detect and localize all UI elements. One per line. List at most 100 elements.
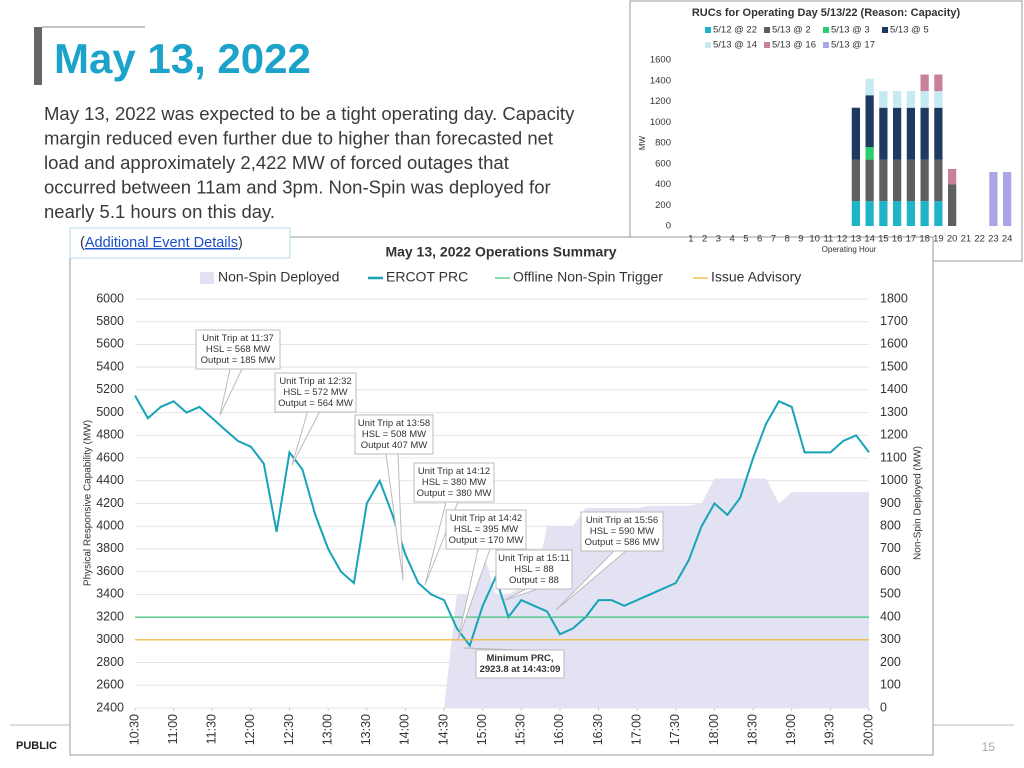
callout-text: HSL = 395 MW [454,524,518,535]
y2-tick-label: 1300 [880,405,908,419]
y-tick-label: 4000 [96,519,124,533]
page-number: 15 [982,740,996,754]
y-tick-label: 3800 [96,541,124,555]
x-tick-label: 6 [757,234,762,245]
y2-tick-label: 1500 [880,359,908,373]
y-tick-label: 1400 [650,75,671,86]
y2-tick-label: 100 [880,678,901,692]
callout-text: Output 407 MW [361,440,428,451]
x-tick-label: 13 [851,234,862,245]
link-box [69,227,291,259]
x-tick-label: 18 [919,234,930,245]
bar-segment [865,147,874,160]
ruc-chart: RUCs for Operating Day 5/13/22 (Reason: … [638,7,1012,254]
bar-segment [989,172,998,226]
x-tick-label: 17:00 [630,714,644,745]
bar-segment [920,107,929,160]
body-line: nearly 5.1 hours on this day. [44,201,275,222]
callout-box [274,372,357,413]
bar-segment [851,159,860,202]
bar-segment [865,95,874,148]
callout-box [195,329,281,370]
y-tick-label: 5000 [96,405,124,419]
callout-box [445,509,527,550]
x-tick-label: 9 [798,234,803,245]
y-tick-label: 4600 [96,450,124,464]
bar-segment [879,91,888,108]
body-line: occurred between 11am and 3pm. Non-Spin … [44,176,551,197]
y-tick-label: 400 [655,179,671,190]
bar-segment [934,74,943,92]
callout-box [475,649,565,679]
callout-text: Unit Trip at 15:56 [586,515,658,526]
y2-tick-label: 400 [880,609,901,623]
y-tick-label: 5400 [96,359,124,373]
y-tick-label: 2800 [96,655,124,669]
x-tick-label: 18:00 [707,714,721,745]
bar-segment [920,201,929,226]
callout-text: Unit Trip at 13:58 [358,418,430,429]
y2-tick-label: 600 [880,564,901,578]
bar-segment [879,159,888,202]
x-tick-label: 13:00 [320,714,334,745]
legend-label: 5/13 @ 17 [831,40,875,51]
y-tick-label: 2400 [96,700,124,714]
x-tick-label: 5 [743,234,748,245]
x-tick-label: 21 [961,234,972,245]
event-link[interactable]: Additional Event Details [85,235,238,251]
bar-segment [906,91,915,108]
x-tick-label: 15:30 [514,714,528,745]
body-line: load and approximately 2,422 MW of force… [44,152,509,173]
paren: ) [238,235,243,251]
y2-tick-label: 0 [880,700,887,714]
bar-segment [879,201,888,226]
y-tick-label: 4800 [96,428,124,442]
callout-text: Unit Trip at 12:32 [279,376,351,387]
bar-segment [948,168,957,185]
y-tick-label: 0 [666,221,671,232]
y-tick-label: 3400 [96,587,124,601]
y2-tick-label: 1000 [880,473,908,487]
callout-text: Unit Trip at 15:11 [498,553,570,564]
y2-tick-label: 800 [880,519,901,533]
legend-swatch [764,42,770,48]
x-tick-label: 17 [906,234,917,245]
bar-segment [865,201,874,226]
bar-segment [893,91,902,108]
callout-text: HSL = 88 [514,564,554,575]
callout-text: HSL = 508 MW [362,429,426,440]
callout-text: Output = 564 MW [278,398,353,409]
y2-axis-label: Non-Spin Deployed (MW) [913,446,924,560]
bar-segment [1003,172,1012,226]
x-tick-label: 19:30 [823,714,837,745]
bar-segment [934,91,943,108]
link-line: (Additional Event Details) [80,235,243,251]
y-axis-label: Physical Responsive Capability (MW) [83,420,94,586]
legend-swatch [705,42,711,48]
legend-swatch [764,27,770,33]
legend-label: 5/13 @ 2 [772,25,811,36]
y-tick-label: 5800 [96,314,124,328]
x-tick-label: 14 [864,234,875,245]
x-tick-label: 11:30 [205,714,219,744]
body-text: May 13, 2022 was expected to be a tight … [44,103,575,222]
slide-title: May 13, 2022 [54,35,311,82]
callout-text: HSL = 572 MW [283,387,347,398]
y-tick-label: 800 [655,138,671,149]
bar-segment [948,184,957,226]
classification: PUBLIC [16,740,57,752]
y-tick-label: 4200 [96,496,124,510]
bar-segment [879,107,888,160]
x-tick-label: 12 [837,234,848,245]
x-tick-label: 16:00 [552,714,566,745]
x-tick-label: 19 [933,234,944,245]
bar-segment [893,201,902,226]
y-tick-label: 6000 [96,291,124,305]
x-tick-label: 24 [1002,234,1013,245]
bar-segment [906,159,915,202]
y2-tick-label: 1600 [880,337,908,351]
x-tick-label: 16 [892,234,903,245]
bar-segment [920,74,929,92]
x-tick-label: 4 [729,234,734,245]
